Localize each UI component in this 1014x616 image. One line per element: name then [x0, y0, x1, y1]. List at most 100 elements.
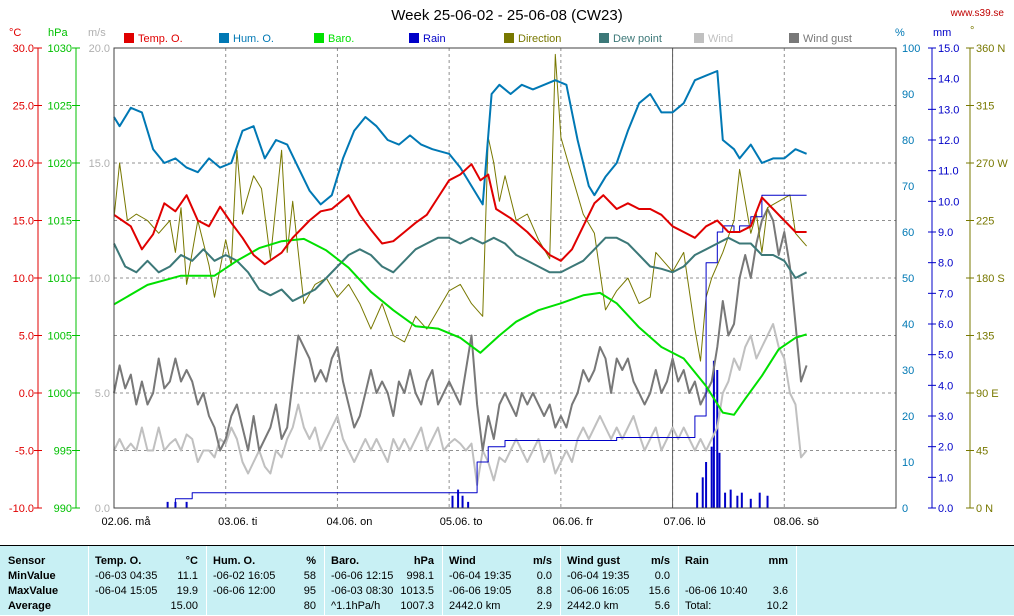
legend-label: Dew point [613, 33, 662, 45]
x-tick-label: 02.06. må [102, 516, 152, 528]
dir-axis-unit: ° [970, 25, 974, 37]
stats-header: Baro. [331, 555, 360, 567]
wind-tick-label: 20.0 [89, 43, 110, 55]
hum-tick-label: 60 [902, 227, 914, 239]
temp-tick-label: 5.0 [19, 331, 34, 343]
baro-tick-label: 1005 [48, 331, 72, 343]
wind-tick-label: 15.0 [89, 158, 110, 170]
stats-when: -06-04 19:35 [567, 570, 630, 582]
legend-swatch [789, 33, 799, 43]
stats-when: 2442.0 km [567, 600, 619, 612]
stats-header-sensor: Sensor [8, 555, 46, 567]
legend-label: Temp. O. [138, 33, 183, 45]
x-tick-label: 06.06. fr [553, 516, 594, 528]
rain-tick-label: 13.0 [938, 104, 959, 116]
rain-tick-label: 15.0 [938, 43, 959, 55]
hum-tick-label: 100 [902, 43, 920, 55]
rain-tick-label: 0.0 [938, 503, 953, 515]
rain-tick-label: 5.0 [938, 350, 953, 362]
dir-tick-label: 180 S [976, 273, 1005, 285]
temp-tick-label: -10.0 [9, 503, 34, 515]
legend-swatch [314, 33, 324, 43]
temp-tick-label: 10.0 [13, 273, 34, 285]
stats-header: Wind [449, 555, 476, 567]
stats-when: -06-06 12:15 [331, 570, 394, 582]
wind-tick-label: 10.0 [89, 273, 110, 285]
stats-col-sensor: Sensor MinValue MaxValue Average [0, 546, 88, 616]
stats-when: -06-04 15:05 [95, 585, 158, 597]
temp-tick-label: -5.0 [15, 446, 34, 458]
hum-tick-label: 30 [902, 365, 914, 377]
legend: Temp. O. Hum. O. Baro. Rain Direction Dew poi… [124, 33, 852, 45]
legend-label: Wind [708, 33, 733, 45]
x-tick-label: 05.06. to [440, 516, 483, 528]
series-group [113, 53, 808, 509]
stats-col-empty [796, 546, 1014, 616]
stats-value: 95 [303, 585, 316, 597]
hum-tick-label: 90 [902, 89, 914, 101]
hum-tick-label: 80 [902, 135, 914, 147]
stats-when: ^1.1hPa/h [331, 600, 381, 612]
wind-tick-label: 0.0 [95, 503, 110, 515]
chart-title: Week 25-06-02 - 25-06-08 (CW23) [391, 7, 623, 24]
stats-when: -06-06 19:05 [449, 585, 512, 597]
hum-tick-label: 50 [902, 273, 914, 285]
dir-tick-label: 315 [976, 101, 994, 113]
watermark: www.s39.se [950, 8, 1005, 19]
rain-tick-label: 10.0 [938, 196, 959, 208]
hum-tick-label: 40 [902, 319, 914, 331]
dir-tick-label: 0 N [976, 503, 993, 515]
legend-swatch [504, 33, 514, 43]
stats-when: -06-06 16:05 [567, 585, 630, 597]
stats-value: 19.9 [176, 585, 198, 597]
stats-value: 11.1 [177, 570, 198, 582]
stats-when: Total: [685, 600, 712, 612]
baro-tick-label: 990 [54, 503, 72, 515]
stats-unit: % [306, 555, 316, 567]
temp-tick-label: 15.0 [13, 216, 34, 228]
stats-value: 1013.5 [400, 585, 434, 597]
stats-value: 10.2 [766, 600, 788, 612]
rain-tick-label: 3.0 [938, 411, 953, 423]
stats-value: 80 [303, 600, 316, 612]
stats-col-rain: Rain mm -06-06 10:40 3.6 Total: 10.2 [678, 546, 796, 616]
stats-value: 3.6 [772, 585, 788, 597]
series-line-wind-gust [113, 208, 808, 452]
stats-unit: °C [185, 555, 198, 567]
temp-tick-label: 25.0 [13, 101, 34, 113]
stats-when: -06-02 16:05 [213, 570, 276, 582]
dir-tick-label: 270 W [976, 158, 1008, 170]
wind-axis-unit: m/s [88, 27, 106, 39]
stats-when: -06-03 04:35 [95, 570, 158, 582]
weather-chart: Week 25-06-02 - 25-06-08 (CW23) www.s39.… [8, 7, 1009, 528]
rain-tick-label: 1.0 [938, 472, 953, 484]
rain-tick-label: 12.0 [938, 135, 959, 147]
stats-unit: mm [768, 555, 788, 567]
stats-value: 0.0 [536, 570, 552, 582]
stats-col-wind-gust: Wind gust m/s -06-04 19:35 0.0 -06-06 16:05 1… [560, 546, 678, 616]
hum-axis-unit: % [895, 27, 905, 39]
series-line-direction [113, 53, 807, 362]
stats-unit: m/s [651, 555, 670, 567]
legend-label: Direction [518, 33, 561, 45]
stats-col-baro: Baro. hPa -06-06 12:15 998.1 -06-03 08:30 101… [324, 546, 442, 616]
dir-tick-label: 135 [976, 331, 994, 343]
dir-tick-label: 360 N [976, 43, 1005, 55]
baro-tick-label: 1010 [48, 273, 72, 285]
hum-tick-label: 20 [902, 411, 914, 423]
temp-tick-label: 20.0 [13, 158, 34, 170]
stats-col-temp-o: Temp. O. °C -06-03 04:35 11.1 -06-04 15:05 19… [88, 546, 206, 616]
rain-tick-label: 2.0 [938, 442, 953, 454]
temp-tick-label: 0.0 [19, 388, 34, 400]
x-tick-label: 07.06. lö [663, 516, 705, 528]
temp-axis-unit: °C [9, 27, 21, 39]
stats-value: 0.0 [654, 570, 670, 582]
dir-tick-label: 90 E [976, 388, 999, 400]
wind-tick-label: 5.0 [95, 388, 110, 400]
temp-tick-label: 30.0 [13, 43, 34, 55]
rain-tick-label: 7.0 [938, 288, 953, 300]
stats-value: 2.9 [536, 600, 552, 612]
rain-tick-label: 4.0 [938, 380, 953, 392]
baro-tick-label: 1020 [48, 158, 72, 170]
stats-value: 15.00 [170, 600, 198, 612]
